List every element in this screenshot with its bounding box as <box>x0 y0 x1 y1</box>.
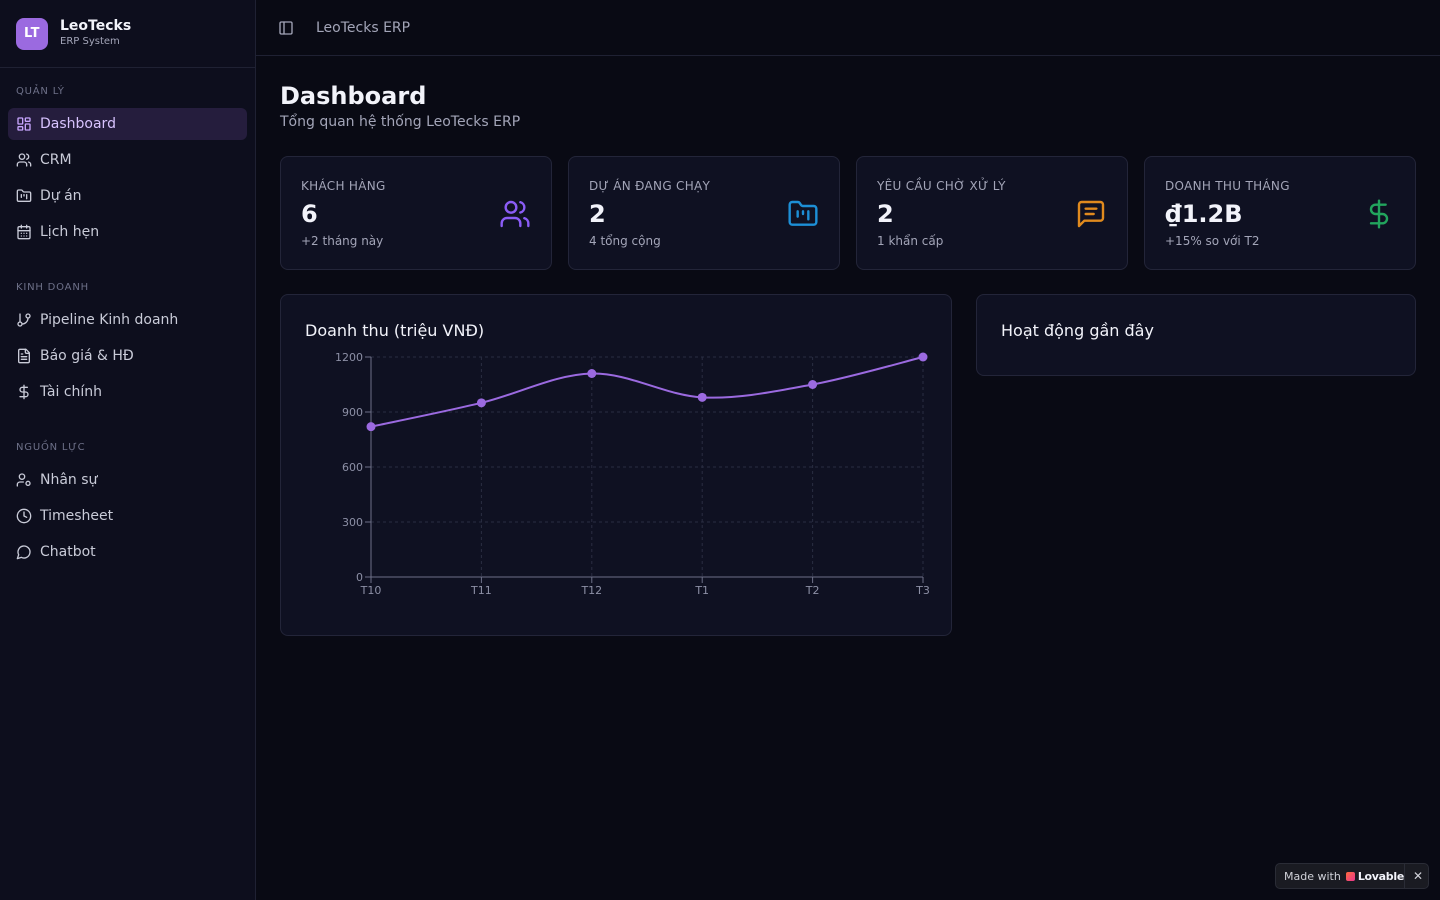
y-tick-label: 900 <box>342 406 363 419</box>
message-square-icon <box>1075 198 1107 230</box>
sidebar-item-nhan-su[interactable]: Nhân sự <box>8 464 247 496</box>
stat-value: ₫1.2B <box>1165 200 1243 228</box>
group-label-quan-ly: QUẢN LÝ <box>16 86 65 97</box>
user-cog-icon <box>16 473 31 487</box>
stat-card-du-an: DỰ ÁN ĐANG CHẠY 2 4 tổng cộng <box>568 156 840 270</box>
stat-note: 4 tổng cộng <box>589 234 661 248</box>
folder-kanban-icon <box>787 198 819 230</box>
calendar-icon <box>17 224 31 240</box>
y-tick-label: 600 <box>342 461 363 474</box>
sidebar-item-bao-gia[interactable]: Báo giá & HĐ <box>8 340 247 372</box>
stat-card-doanh-thu: DOANH THU THÁNG ₫1.2B +15% so với T2 <box>1144 156 1416 270</box>
stat-note: +15% so với T2 <box>1165 234 1260 248</box>
revenue-line-chart: 0 300 600 900 1200 T10 T11 T12 T1 T2 T3 <box>335 351 930 597</box>
data-point <box>697 392 707 402</box>
sidebar-item-label: Chatbot <box>40 544 96 560</box>
data-point <box>918 352 928 362</box>
x-tick-label: T2 <box>805 584 820 597</box>
data-point <box>476 398 486 408</box>
brand-logo: LT <box>16 17 48 50</box>
x-tick-label: T10 <box>360 584 382 597</box>
page-subtitle: Tổng quan hệ thống LeoTecks ERP <box>280 114 521 130</box>
sidebar-item-label: Nhân sự <box>40 472 98 488</box>
stat-label: DOANH THU THÁNG <box>1165 179 1290 193</box>
sidebar-item-timesheet[interactable]: Timesheet <box>8 500 247 532</box>
recent-activity-title: Hoạt động gần đây <box>1001 321 1154 340</box>
stat-note: +2 tháng này <box>301 234 384 248</box>
clock-icon <box>16 508 32 524</box>
revenue-chart-card: Doanh thu (triệu VNĐ) 0 300 600 900 1200 T10 T… <box>280 294 952 636</box>
sidebar-item-label: Báo giá & HĐ <box>40 348 134 364</box>
x-tick-label: T1 <box>694 584 709 597</box>
group-label-kinh-doanh: KINH DOANH <box>16 282 89 293</box>
stat-value: 6 <box>301 200 318 228</box>
sidebar-item-label: CRM <box>40 152 72 168</box>
x-tick-label: T3 <box>915 584 930 597</box>
sidebar-item-crm[interactable]: CRM <box>8 144 247 176</box>
y-tick-label: 300 <box>342 516 363 529</box>
close-icon[interactable]: ✕ <box>1412 869 1424 883</box>
stat-card-khach-hang: KHÁCH HÀNG 6 +2 tháng này <box>280 156 552 270</box>
stat-value: 2 <box>877 200 894 228</box>
stat-value: 2 <box>589 200 606 228</box>
brand-subtitle: ERP System <box>60 36 120 47</box>
lovable-logo-icon <box>1345 871 1355 881</box>
stat-label: DỰ ÁN ĐANG CHẠY <box>589 179 711 193</box>
sidebar-item-pipeline[interactable]: Pipeline Kinh doanh <box>8 304 247 336</box>
stat-note: 1 khẩn cấp <box>877 234 944 248</box>
topbar: LeoTecks ERP <box>256 0 1440 56</box>
dollar-icon <box>1363 198 1395 230</box>
file-text-icon <box>18 348 30 364</box>
stat-label: KHÁCH HÀNG <box>301 179 386 193</box>
layout-grid-icon <box>17 117 31 131</box>
badge-brand: Lovable <box>1357 869 1404 883</box>
message-circle-icon <box>16 545 31 560</box>
folder-icon <box>16 189 32 202</box>
stat-label: YÊU CẦU CHỜ XỬ LÝ <box>877 179 1006 193</box>
badge-divider <box>1404 864 1405 888</box>
sidebar-item-label: Dự án <box>40 188 82 204</box>
sidebar-toggle-icon[interactable] <box>278 20 294 36</box>
y-tick-label: 0 <box>356 571 363 584</box>
made-with-lovable-badge[interactable]: Made with Lovable ✕ <box>1275 863 1429 889</box>
sidebar-item-du-an[interactable]: Dự án <box>8 180 247 212</box>
revenue-chart-title: Doanh thu (triệu VNĐ) <box>305 321 485 340</box>
sidebar-item-label: Dashboard <box>40 116 116 132</box>
sidebar-item-tai-chinh[interactable]: Tài chính <box>8 376 247 408</box>
users-icon <box>499 198 531 230</box>
x-tick-label: T12 <box>580 584 602 597</box>
x-tick-label: T11 <box>470 584 492 597</box>
y-tick-label: 1200 <box>335 351 363 364</box>
sidebar-item-label: Tài chính <box>40 384 103 400</box>
sidebar-item-label: Pipeline Kinh doanh <box>40 312 179 328</box>
git-branch-icon <box>17 313 31 327</box>
dollar-icon <box>19 384 29 400</box>
sidebar-item-label: Lịch hẹn <box>40 224 100 240</box>
topbar-title: LeoTecks ERP <box>316 19 411 36</box>
sidebar: LT LeoTecks ERP System QUẢN LÝ Dashboard… <box>0 0 256 900</box>
sidebar-item-chatbot[interactable]: Chatbot <box>8 536 247 568</box>
series-line <box>370 356 924 428</box>
badge-made-with: Made with <box>1284 869 1341 883</box>
group-label-nguon-luc: NGUỒN LỰC <box>16 442 86 453</box>
sidebar-item-label: Timesheet <box>40 508 114 524</box>
recent-activity-card: Hoạt động gần đây <box>976 294 1416 376</box>
sidebar-item-lich-hen[interactable]: Lịch hẹn <box>8 216 247 248</box>
page-title: Dashboard <box>280 82 427 110</box>
data-point <box>587 369 597 378</box>
sidebar-item-dashboard[interactable]: Dashboard <box>8 108 247 140</box>
brand-name: LeoTecks <box>60 18 132 34</box>
data-point <box>366 422 376 432</box>
data-point <box>808 380 818 389</box>
brand[interactable]: LT LeoTecks ERP System <box>0 0 255 68</box>
users-icon <box>16 153 32 167</box>
stat-card-yeu-cau: YÊU CẦU CHỜ XỬ LÝ 2 1 khẩn cấp <box>856 156 1128 270</box>
